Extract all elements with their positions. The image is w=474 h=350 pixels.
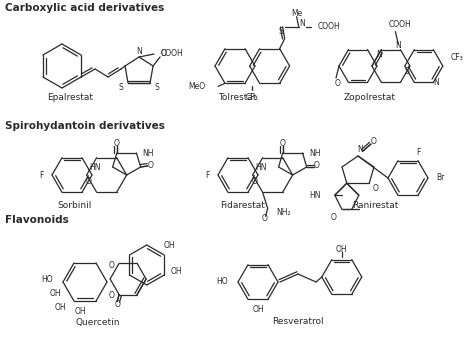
Text: S: S (404, 66, 409, 76)
Text: HO: HO (41, 275, 53, 285)
Text: N: N (433, 78, 439, 87)
Text: N: N (136, 47, 142, 56)
Text: COOH: COOH (161, 49, 183, 58)
Text: OH: OH (55, 302, 66, 312)
Text: O: O (109, 261, 115, 271)
Text: O: O (109, 292, 115, 301)
Text: OH: OH (252, 306, 264, 315)
Text: NH₂: NH₂ (276, 208, 291, 217)
Text: Me: Me (291, 9, 302, 18)
Text: Flavonoids: Flavonoids (5, 215, 69, 225)
Text: COOH: COOH (389, 20, 412, 29)
Text: Epalrestat: Epalrestat (47, 93, 93, 103)
Text: Resveratrol: Resveratrol (272, 317, 324, 327)
Text: O: O (314, 161, 319, 169)
Text: O: O (148, 161, 154, 169)
Text: HN: HN (255, 162, 267, 172)
Text: Fidarestat: Fidarestat (220, 201, 265, 210)
Text: O: O (280, 139, 285, 147)
Text: NH: NH (309, 148, 320, 158)
Text: NH: NH (143, 148, 154, 158)
Text: F: F (416, 148, 420, 157)
Text: CF₃: CF₃ (246, 92, 259, 102)
Text: N: N (299, 19, 304, 28)
Text: Quercetin: Quercetin (76, 317, 120, 327)
Text: MeO: MeO (188, 82, 205, 91)
Text: OH: OH (170, 267, 182, 276)
Text: O: O (372, 184, 378, 193)
Text: OH: OH (49, 289, 61, 299)
Text: N: N (376, 50, 383, 59)
Text: O: O (114, 300, 120, 309)
Text: N: N (395, 41, 401, 50)
Text: O: O (161, 49, 167, 57)
Text: O: O (262, 214, 268, 223)
Text: O: O (335, 79, 341, 89)
Text: COOH: COOH (317, 22, 340, 31)
Text: Br: Br (436, 174, 444, 182)
Text: Spirohydantoin derivatives: Spirohydantoin derivatives (5, 121, 165, 131)
Text: Sorbinil: Sorbinil (58, 201, 92, 210)
Text: Tolrestat: Tolrestat (218, 93, 256, 103)
Text: Carboxylic acid derivatives: Carboxylic acid derivatives (5, 3, 164, 13)
Text: S: S (155, 84, 159, 92)
Text: F: F (40, 170, 44, 180)
Text: F: F (206, 170, 210, 180)
Text: O: O (371, 138, 377, 147)
Text: OH: OH (336, 245, 347, 253)
Text: S: S (278, 27, 283, 36)
Text: Ranirestat: Ranirestat (352, 201, 398, 210)
Text: O: O (331, 213, 337, 222)
Text: O: O (114, 139, 120, 147)
Text: OH: OH (164, 240, 175, 250)
Text: O: O (86, 176, 91, 186)
Text: HN: HN (89, 162, 100, 172)
Text: OH: OH (74, 308, 86, 316)
Text: Zopolrestat: Zopolrestat (344, 93, 396, 103)
Text: CF₃: CF₃ (451, 54, 464, 63)
Text: HO: HO (216, 278, 228, 287)
Text: N: N (357, 146, 363, 154)
Text: S: S (118, 84, 123, 92)
Text: HN: HN (310, 191, 321, 200)
Text: O: O (252, 176, 257, 186)
